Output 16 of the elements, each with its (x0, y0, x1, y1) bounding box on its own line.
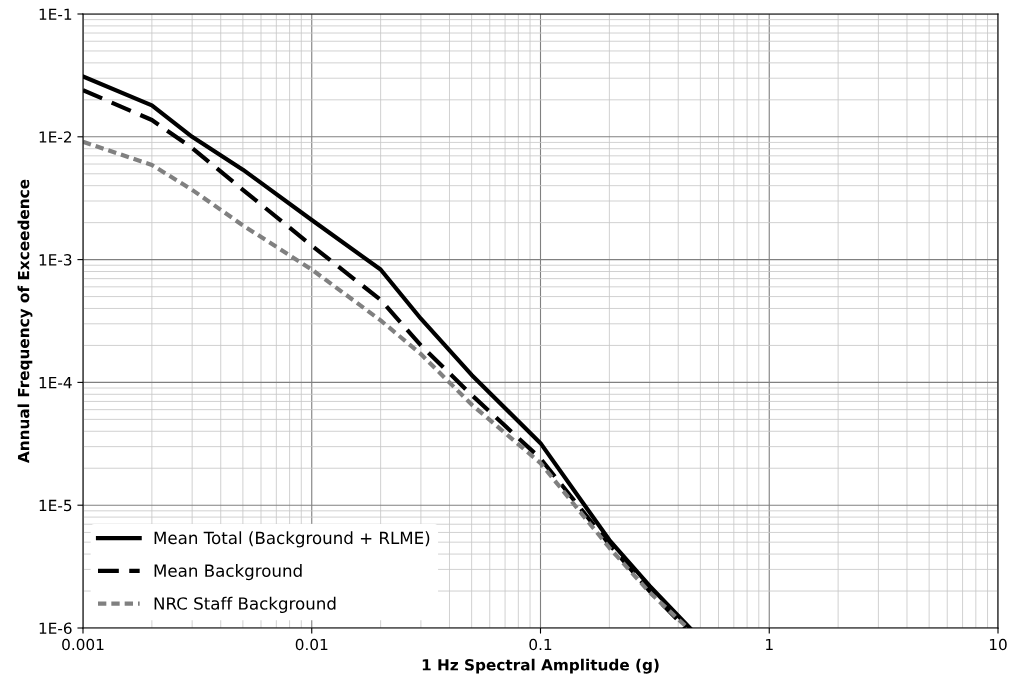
x-tick-label: 0.1 (529, 638, 552, 651)
x-tick-label: 0.01 (295, 638, 328, 651)
y-tick-label: 1E-6 (39, 622, 72, 635)
x-tick-label: 10 (989, 638, 1007, 651)
y-tick-label: 1E-4 (39, 377, 72, 389)
y-tick-label: 1E-2 (39, 131, 72, 143)
y-tick-label: 1E-1 (39, 8, 72, 20)
legend-label: Mean Total (Background + RLME) (154, 531, 430, 548)
x-tick-label: 0.001 (62, 638, 104, 651)
legend-label: Mean Background (154, 564, 302, 581)
x-tick-label: 1 (766, 638, 773, 651)
legend-label: NRC Staff Background (154, 596, 336, 613)
y-tick-label: 1E-3 (39, 254, 72, 266)
y-tick-label: 1E-5 (39, 499, 72, 512)
y-axis-title: Annual Frequency of Exceedence (17, 179, 33, 464)
x-axis-title: 1 Hz Spectral Amplitude (g) (422, 658, 659, 674)
